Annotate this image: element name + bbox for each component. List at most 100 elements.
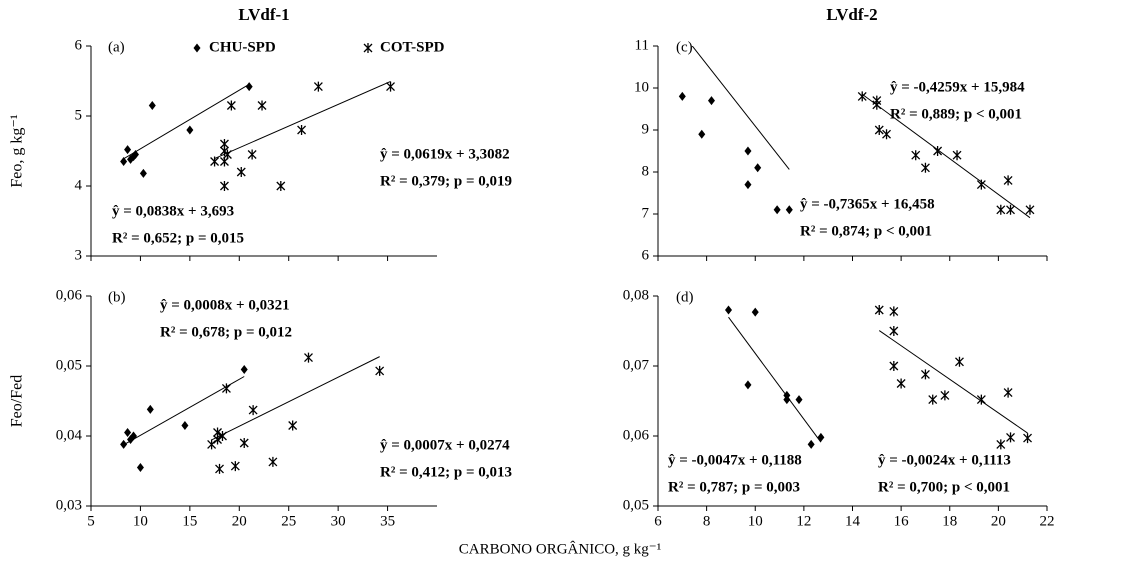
point [218, 431, 227, 441]
point [213, 434, 222, 445]
point [911, 150, 921, 161]
point [773, 205, 781, 215]
x-tick-label: 10 [748, 513, 763, 529]
point [952, 150, 962, 161]
x-tick-label: 10 [133, 513, 148, 529]
point [304, 352, 313, 363]
x-tick-label: 35 [380, 513, 395, 529]
y-tick-label: 0,05 [623, 497, 649, 513]
fit-stats: R² = 0,700; p < 0,001 [878, 479, 1010, 495]
legend-label: CHU-SPD [209, 39, 276, 55]
plot-area [123, 356, 380, 446]
point [1003, 387, 1013, 398]
point [744, 380, 752, 390]
plot-area [728, 316, 1028, 443]
y-tick-label: 6 [642, 247, 650, 263]
point [928, 394, 938, 405]
panel-label: (b) [108, 289, 126, 305]
point [920, 369, 930, 380]
point [210, 156, 220, 167]
fit-stats: R² = 0,889; p < 0,001 [890, 106, 1022, 122]
point [375, 365, 385, 376]
y-tick-label: 10 [634, 79, 649, 95]
point [181, 421, 189, 430]
point [386, 81, 395, 92]
fit-stats: R² = 0,678; p = 0,012 [160, 324, 292, 340]
point [889, 361, 899, 371]
point [744, 180, 752, 190]
point [795, 395, 803, 405]
y-axis-label: Feo, g kg⁻¹ [9, 114, 26, 187]
point [207, 439, 217, 450]
point [236, 167, 246, 177]
fit-equation: ŷ = -0,0047x + 0,1188 [668, 452, 802, 468]
y-tick-label: 8 [642, 163, 650, 179]
point [146, 404, 154, 414]
plot-area [123, 81, 391, 160]
point [288, 420, 298, 431]
point [857, 91, 867, 102]
point [955, 356, 964, 367]
point [130, 431, 138, 441]
point [751, 307, 759, 317]
legend-marker [193, 43, 201, 53]
point [276, 181, 286, 191]
fit-equation: ŷ = 0,0838x + 3,693 [112, 203, 234, 219]
fit-equation: ŷ = 0,0619x + 3,3082 [380, 146, 510, 162]
point [148, 101, 156, 110]
point [248, 405, 258, 416]
fit-line [728, 316, 822, 443]
x-tick-label: 14 [845, 513, 861, 529]
y-tick-label: 0,06 [56, 287, 83, 303]
fit-stats: R² = 0,874; p < 0,001 [800, 223, 932, 239]
x-axis-label: CARBONO ORGÂNICO, g kg⁻¹ [459, 540, 661, 557]
point [219, 156, 229, 167]
point [889, 326, 899, 336]
x-tick-label: 6 [654, 513, 662, 529]
point [933, 146, 943, 156]
y-tick-label: 4 [75, 177, 83, 193]
y-tick-label: 0,03 [56, 497, 82, 513]
point [996, 204, 1006, 215]
y-tick-label: 3 [75, 247, 83, 263]
point [817, 432, 825, 442]
x-tick-label: 30 [331, 513, 346, 529]
point [874, 125, 884, 135]
x-tick-label: 16 [894, 513, 910, 529]
point [1006, 204, 1015, 215]
point [139, 168, 147, 178]
point [124, 145, 132, 155]
point [889, 306, 899, 317]
point [920, 162, 930, 173]
fit-stats: R² = 0,379; p = 0,019 [380, 173, 512, 189]
y-tick-label: 0,05 [56, 357, 82, 373]
point [807, 439, 815, 449]
x-tick-label: 15 [182, 513, 197, 529]
y-tick-label: 0,06 [623, 427, 650, 443]
point [996, 439, 1006, 450]
panel-label: (c) [676, 39, 693, 55]
panel-title: LVdf-1 [238, 5, 289, 24]
point [940, 390, 950, 401]
point [1025, 204, 1035, 215]
point [976, 179, 986, 190]
y-tick-label: 9 [642, 121, 650, 137]
x-tick-label: 25 [281, 513, 296, 529]
panel-label: (a) [108, 39, 125, 55]
point [240, 365, 248, 374]
x-tick-label: 20 [232, 513, 247, 529]
fit-line [861, 93, 1031, 219]
fit-stats: R² = 0,412; p = 0,013 [380, 464, 512, 480]
point [221, 383, 231, 394]
point [785, 205, 793, 215]
point [257, 100, 267, 111]
point [297, 125, 307, 135]
y-tick-label: 5 [75, 107, 83, 123]
point [239, 438, 249, 448]
y-tick-label: 0,07 [623, 357, 650, 373]
y-tick-label: 6 [75, 37, 83, 53]
panel-label: (d) [676, 289, 694, 305]
point [230, 461, 240, 472]
point [744, 146, 752, 156]
